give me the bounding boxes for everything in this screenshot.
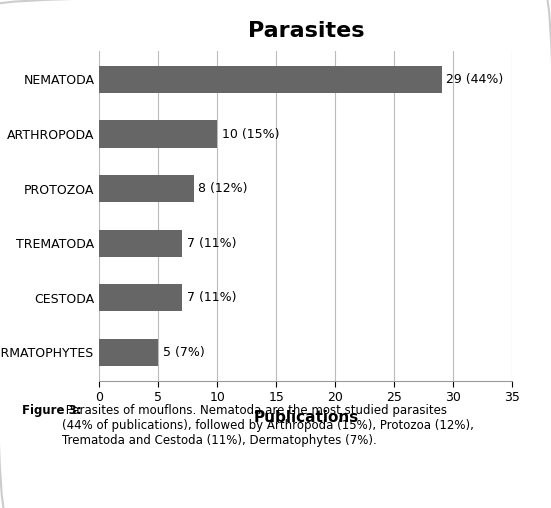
Text: Figure 3:: Figure 3: — [22, 404, 82, 417]
Text: 10 (15%): 10 (15%) — [222, 128, 279, 141]
Bar — [99, 175, 193, 202]
Bar — [99, 339, 158, 366]
Text: 7 (11%): 7 (11%) — [187, 291, 236, 304]
Text: 7 (11%): 7 (11%) — [187, 237, 236, 250]
Text: 29 (44%): 29 (44%) — [446, 73, 504, 86]
Bar — [99, 66, 441, 93]
Title: Parasites: Parasites — [247, 21, 364, 41]
Bar — [99, 120, 217, 148]
Text: 8 (12%): 8 (12%) — [198, 182, 248, 195]
Bar — [99, 230, 182, 257]
Bar — [99, 284, 182, 311]
X-axis label: Publications: Publications — [253, 410, 359, 425]
Text: Parasites of mouflons. Nematoda are the most studied parasites
(44% of publicati: Parasites of mouflons. Nematoda are the … — [62, 404, 474, 447]
Text: 5 (7%): 5 (7%) — [163, 346, 204, 359]
